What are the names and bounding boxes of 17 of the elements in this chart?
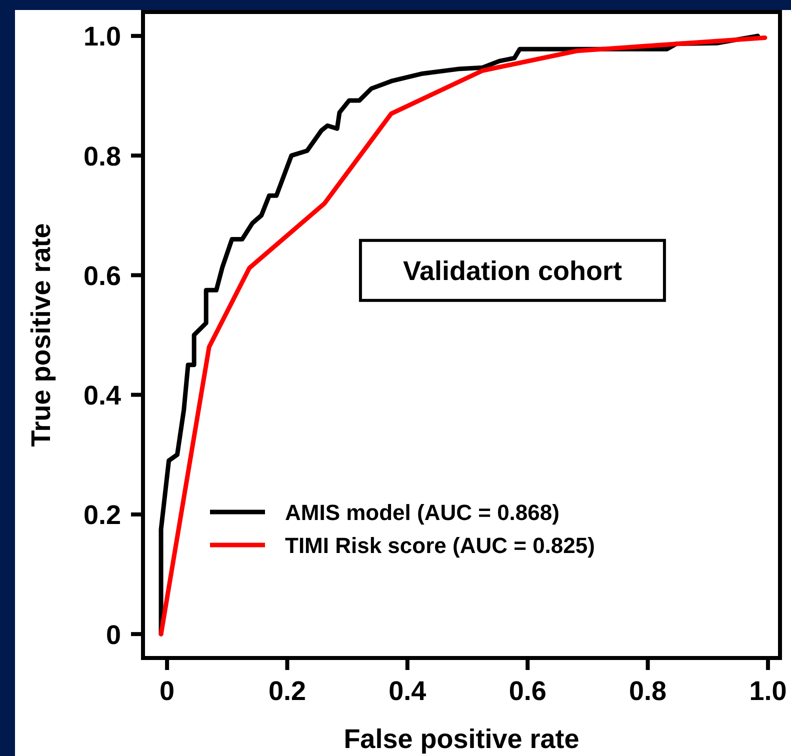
- x-axis-title: False positive rate: [344, 724, 580, 754]
- x-tick-label: 1.0: [749, 676, 787, 706]
- y-tick-label: 0.8: [83, 141, 121, 172]
- y-tick-label: 0.2: [83, 500, 121, 530]
- x-tick-label: 0.6: [508, 676, 546, 706]
- legend-label: AMIS model (AUC = 0.868): [285, 500, 560, 525]
- y-axis-title: True positive rate: [26, 223, 56, 447]
- x-tick-label: 0.8: [629, 676, 667, 706]
- legend-label: TIMI Risk score (AUC = 0.825): [285, 532, 595, 558]
- y-tick-label: 1.0: [83, 22, 121, 52]
- y-tick-label: 0.6: [83, 260, 121, 291]
- x-tick-label: 0.4: [388, 676, 426, 706]
- x-tick-label: 0.2: [268, 676, 306, 706]
- y-tick-label: 0: [106, 620, 121, 650]
- y-tick-label: 0.4: [83, 380, 121, 411]
- x-tick-label: 0: [160, 676, 175, 706]
- annotation: Validation cohort: [402, 256, 622, 286]
